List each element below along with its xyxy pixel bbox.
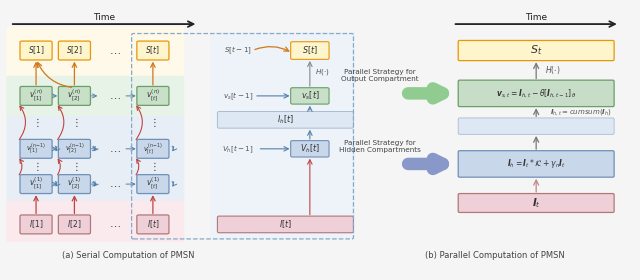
FancyBboxPatch shape — [458, 193, 614, 213]
FancyBboxPatch shape — [137, 175, 169, 193]
Text: $v_{[t]}^{(n\!-\!1)}$: $v_{[t]}^{(n\!-\!1)}$ — [143, 141, 163, 156]
Text: $v_{[2]}^{(n)}$: $v_{[2]}^{(n)}$ — [67, 88, 81, 104]
FancyBboxPatch shape — [211, 32, 360, 239]
Text: $\vdots$: $\vdots$ — [33, 160, 40, 173]
FancyBboxPatch shape — [137, 87, 169, 105]
FancyBboxPatch shape — [20, 139, 52, 158]
Text: $\boldsymbol{I}_{h,t}=cumsum(\boldsymbol{I}_h)$: $\boldsymbol{I}_{h,t}=cumsum(\boldsymbol… — [550, 107, 612, 117]
Text: $\boldsymbol{v}_{s,t}=\boldsymbol{I}_{h,t}-\theta[\boldsymbol{I}_{h,t-1}]_\theta: $\boldsymbol{v}_{s,t}=\boldsymbol{I}_{h,… — [496, 87, 576, 99]
Text: Parallel Strategy for
Output Compartment: Parallel Strategy for Output Compartment — [342, 69, 419, 82]
FancyBboxPatch shape — [291, 88, 329, 104]
FancyBboxPatch shape — [20, 175, 52, 193]
Text: $\vdots$: $\vdots$ — [33, 116, 40, 129]
Text: $v_s[t-1]$: $v_s[t-1]$ — [223, 90, 253, 102]
FancyBboxPatch shape — [58, 215, 90, 234]
Text: $\ldots$: $\ldots$ — [109, 220, 120, 229]
FancyBboxPatch shape — [20, 215, 52, 234]
Text: $\ldots$: $\ldots$ — [109, 179, 120, 189]
FancyBboxPatch shape — [218, 216, 353, 233]
FancyBboxPatch shape — [20, 87, 52, 105]
Text: $\ldots$: $\ldots$ — [109, 91, 120, 101]
FancyBboxPatch shape — [458, 40, 614, 60]
Text: $\vdots$: $\vdots$ — [71, 116, 78, 129]
FancyBboxPatch shape — [137, 215, 169, 234]
FancyBboxPatch shape — [6, 116, 184, 202]
Text: $\vdots$: $\vdots$ — [71, 160, 78, 173]
Text: $H(\cdot)$: $H(\cdot)$ — [315, 67, 330, 77]
Text: $V_h[t-1]$: $V_h[t-1]$ — [223, 143, 254, 155]
Text: $v_s[t]$: $v_s[t]$ — [301, 90, 319, 102]
FancyBboxPatch shape — [6, 200, 184, 242]
FancyBboxPatch shape — [291, 42, 329, 59]
Text: $I_h[t]$: $I_h[t]$ — [277, 114, 294, 126]
Text: $\ldots$: $\ldots$ — [109, 46, 120, 55]
FancyBboxPatch shape — [58, 41, 90, 60]
FancyBboxPatch shape — [137, 41, 169, 60]
Text: $V_h[t]$: $V_h[t]$ — [300, 143, 320, 155]
FancyBboxPatch shape — [58, 175, 90, 193]
Text: (b) Parallel Computation of PMSN: (b) Parallel Computation of PMSN — [424, 251, 564, 260]
Text: $I[2]$: $I[2]$ — [67, 219, 82, 230]
FancyBboxPatch shape — [6, 76, 184, 117]
Text: $v_{[t]}^{(n)}$: $v_{[t]}^{(n)}$ — [146, 88, 160, 104]
Text: $\vdots$: $\vdots$ — [149, 116, 157, 129]
Text: $v_{[2]}^{(1)}$: $v_{[2]}^{(1)}$ — [67, 176, 81, 192]
FancyBboxPatch shape — [20, 41, 52, 60]
Text: $H(\cdot)$: $H(\cdot)$ — [545, 64, 561, 76]
Text: $S[1]$: $S[1]$ — [28, 45, 45, 56]
FancyBboxPatch shape — [58, 87, 90, 105]
Text: $v_{[t]}^{(1)}$: $v_{[t]}^{(1)}$ — [146, 176, 160, 192]
Text: $\ldots$: $\ldots$ — [109, 144, 120, 154]
Text: $S[t]$: $S[t]$ — [302, 45, 318, 56]
FancyBboxPatch shape — [458, 118, 614, 134]
FancyBboxPatch shape — [6, 27, 184, 77]
FancyBboxPatch shape — [458, 80, 614, 107]
Text: (a) Serial Computation of PMSN: (a) Serial Computation of PMSN — [62, 251, 195, 260]
Text: Time: Time — [93, 13, 115, 22]
Text: Parallel Strategy for
Hidden Compartments: Parallel Strategy for Hidden Compartment… — [339, 140, 421, 153]
Text: $I[t]$: $I[t]$ — [147, 219, 159, 230]
FancyBboxPatch shape — [291, 141, 329, 157]
FancyBboxPatch shape — [458, 151, 614, 177]
Text: $\boldsymbol{I}_h=\boldsymbol{I}_t*\mathcal{K}+\gamma_n\boldsymbol{I}_t$: $\boldsymbol{I}_h=\boldsymbol{I}_t*\math… — [507, 157, 566, 171]
Text: $\mathbf{\it{S}_t}$: $\mathbf{\it{S}_t}$ — [530, 44, 542, 57]
Text: $\boldsymbol{I}_t$: $\boldsymbol{I}_t$ — [532, 196, 541, 210]
Text: $v_{[2]}^{(n\!-\!1)}$: $v_{[2]}^{(n\!-\!1)}$ — [65, 142, 84, 156]
Text: $S[2]$: $S[2]$ — [66, 45, 83, 56]
Text: $v_{[1]}^{(n\!-\!1)}$: $v_{[1]}^{(n\!-\!1)}$ — [26, 142, 46, 156]
Text: $S[t-1]$: $S[t-1]$ — [225, 45, 252, 56]
Text: $I[1]$: $I[1]$ — [29, 219, 44, 230]
Text: Time: Time — [525, 13, 547, 22]
Text: $\vdots$: $\vdots$ — [149, 160, 157, 173]
FancyBboxPatch shape — [218, 111, 353, 128]
Text: $S[t]$: $S[t]$ — [145, 45, 161, 56]
FancyBboxPatch shape — [58, 139, 90, 158]
Text: $v_{[1]}^{(1)}$: $v_{[1]}^{(1)}$ — [29, 176, 43, 192]
Text: $v_{[1]}^{(n)}$: $v_{[1]}^{(n)}$ — [29, 88, 43, 104]
FancyBboxPatch shape — [137, 139, 169, 158]
Text: $I[t]$: $I[t]$ — [279, 219, 292, 230]
